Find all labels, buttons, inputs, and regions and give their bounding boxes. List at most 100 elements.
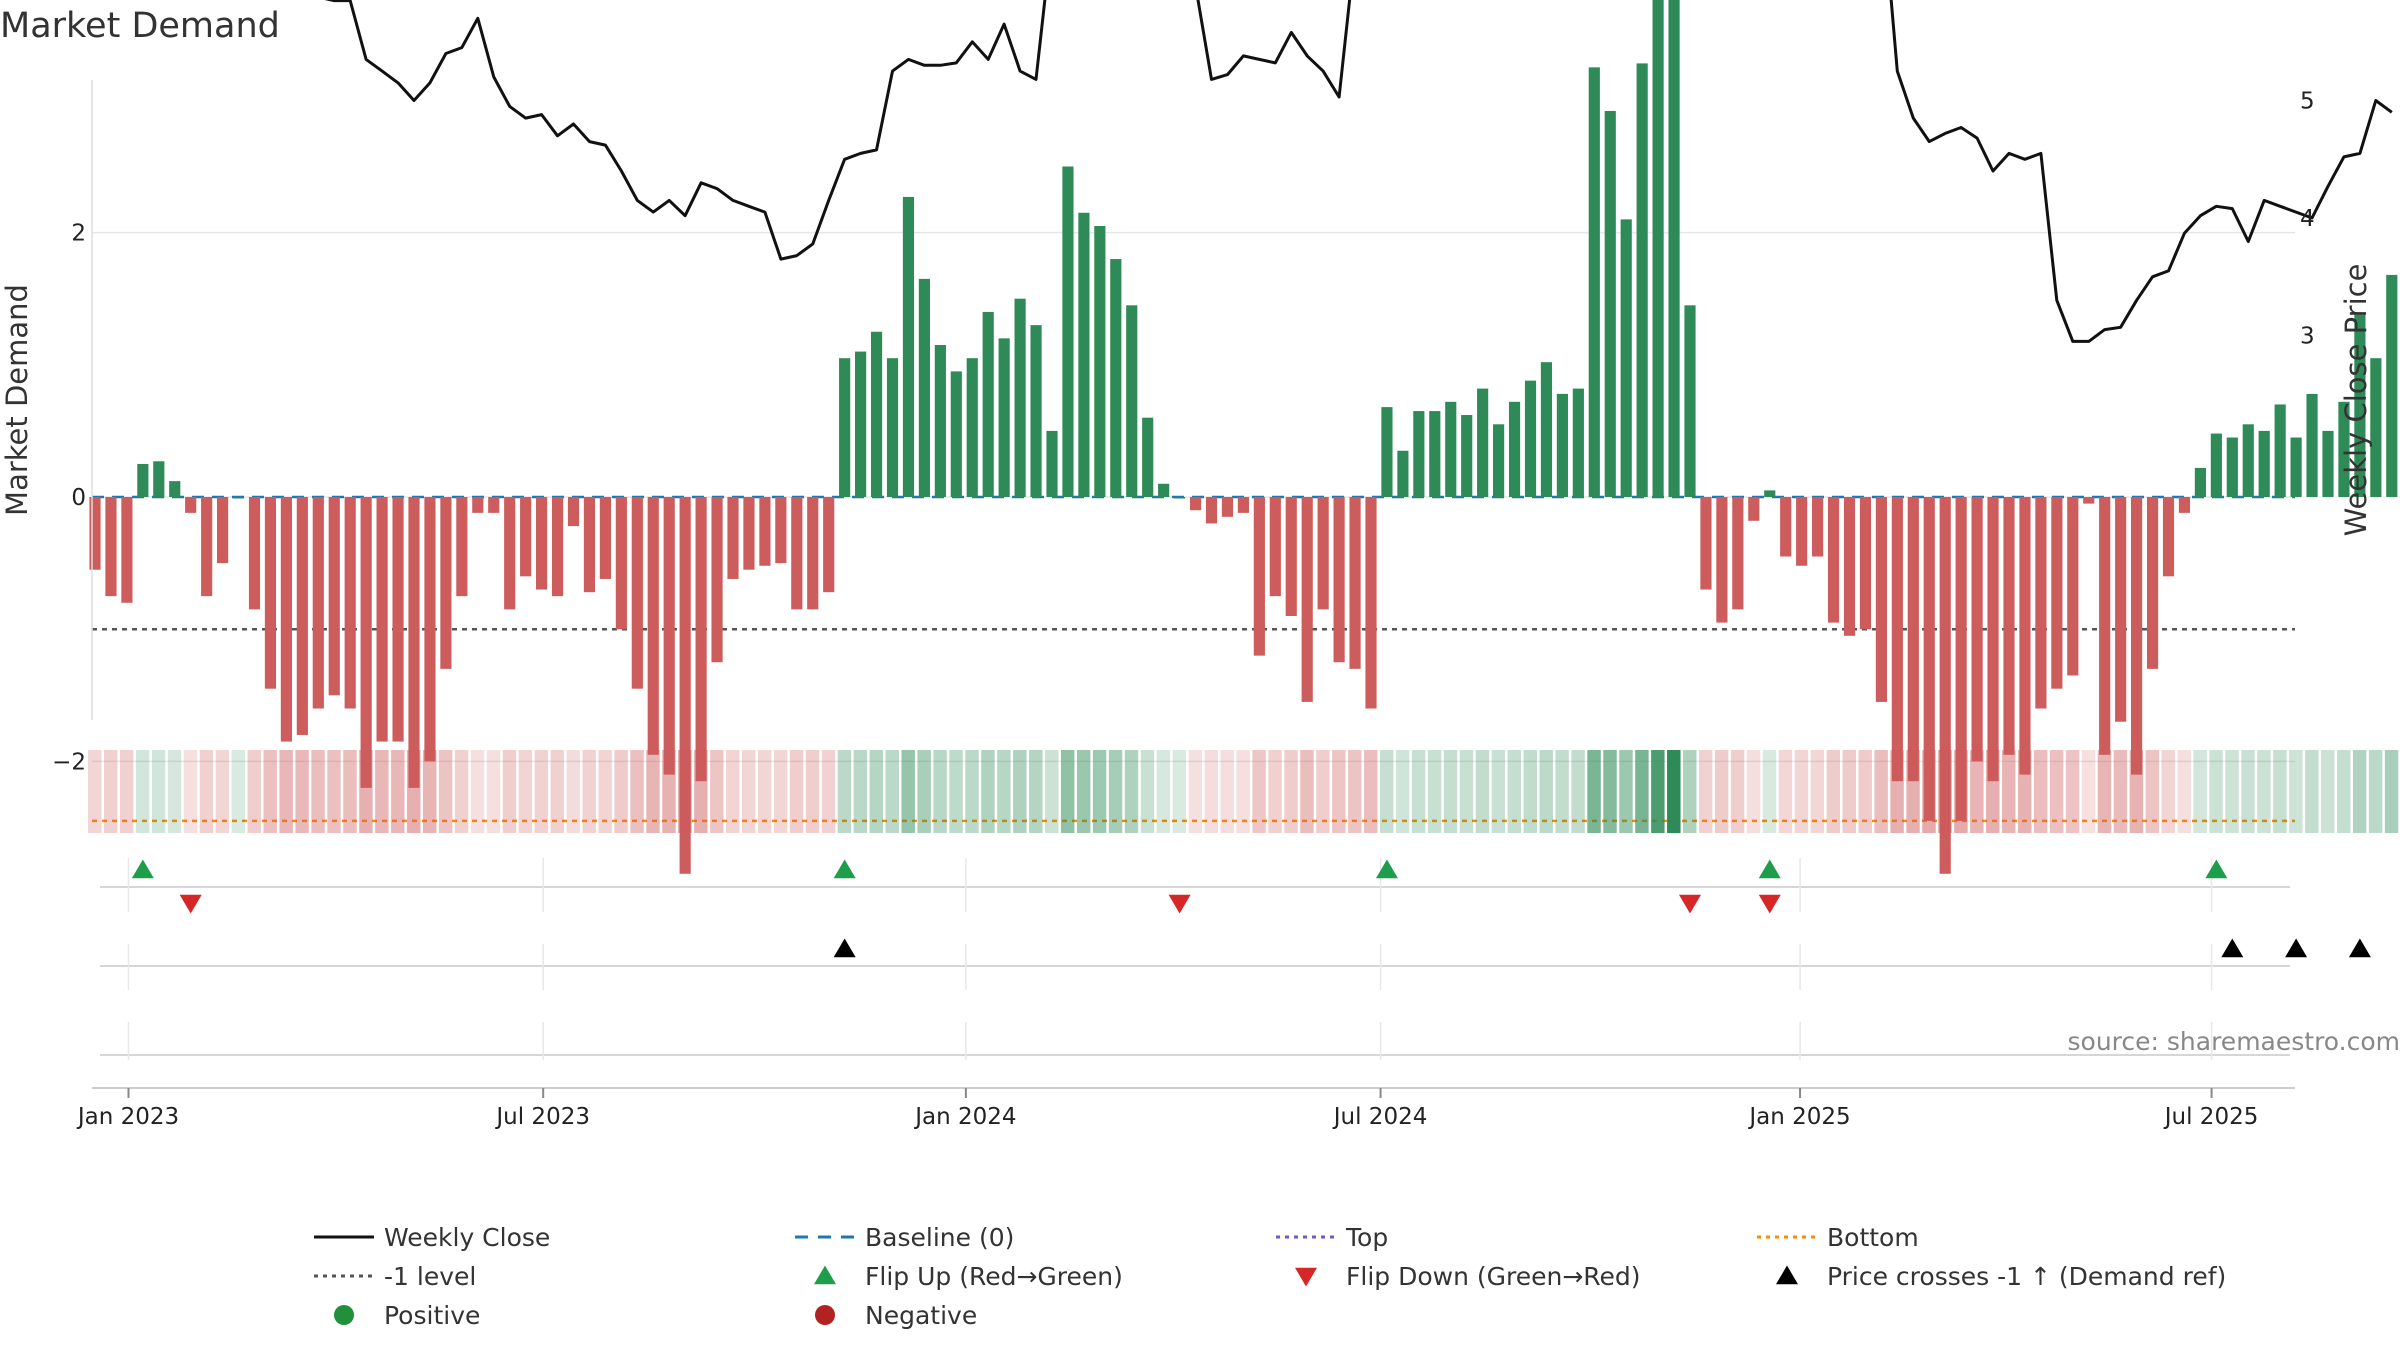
heat-cell: [1603, 750, 1617, 833]
flip-up-marker: [1758, 859, 1781, 879]
demand-bar-negative: [1349, 497, 1361, 669]
heat-cell: [215, 750, 230, 833]
demand-bar-positive: [1588, 67, 1600, 497]
heat-cell: [2384, 750, 2399, 833]
legend-item: Top: [1276, 1223, 1388, 1252]
heat-cell: [741, 750, 756, 833]
heat-cell: [486, 750, 501, 833]
heat-cell: [1092, 750, 1107, 833]
heat-cell: [1651, 750, 1665, 833]
demand-bar-negative: [472, 497, 484, 513]
heat-cell: [997, 750, 1011, 833]
heat-cell: [279, 750, 293, 833]
demand-bar-negative: [89, 497, 101, 570]
heat-cell: [1156, 750, 1171, 833]
demand-bar-negative: [201, 497, 213, 597]
heat-cell: [1587, 750, 1601, 833]
demand-bar-negative: [1812, 497, 1824, 557]
heat-cell: [678, 750, 692, 833]
demand-bar-negative: [567, 497, 580, 527]
demand-bar-negative: [2131, 497, 2143, 775]
demand-bar-positive: [1572, 388, 1584, 497]
heat-cell: [1188, 750, 1203, 833]
heat-cell: [582, 750, 596, 833]
heat-cell: [1762, 750, 1777, 833]
heat-cell: [454, 750, 469, 833]
price-cross-marker: [2348, 938, 2371, 958]
demand-bar-positive: [1668, 0, 1680, 497]
heat-cell: [1491, 750, 1506, 833]
demand-bar-negative: [1987, 497, 1999, 782]
demand-bar-positive: [1078, 212, 1090, 497]
heat-cell: [327, 750, 341, 833]
demand-bar-negative: [424, 497, 436, 762]
demand-bar-positive: [902, 196, 915, 497]
demand-bar-positive: [1046, 430, 1058, 497]
heat-cell: [1268, 750, 1282, 833]
heat-cell: [518, 750, 533, 833]
legend-swatch-circle: [334, 1305, 354, 1325]
heat-cell: [614, 750, 628, 833]
demand-bar-negative: [823, 497, 835, 593]
heat-cell: [1810, 750, 1825, 833]
legend-item: -1 level: [314, 1262, 476, 1291]
demand-bar-positive: [1429, 411, 1441, 497]
flip-up-marker: [833, 859, 856, 879]
demand-bar-positive: [1174, 497, 1186, 499]
heat-cell: [1411, 750, 1426, 833]
demand-bar-negative: [2083, 497, 2095, 504]
heat-cell: [726, 750, 740, 833]
demand-bar-positive: [2322, 430, 2334, 497]
demand-bar-negative: [520, 497, 532, 577]
left-tick-label: −2: [52, 749, 86, 775]
demand-bar-negative: [2019, 497, 2031, 775]
heat-cell: [1619, 750, 1633, 833]
heat-cell: [1778, 750, 1793, 833]
demand-bar-positive: [870, 331, 883, 497]
demand-bar-negative: [1796, 497, 1808, 566]
heat-cell: [2225, 750, 2239, 833]
demand-bar-positive: [2338, 401, 2350, 497]
heat-cell: [231, 750, 246, 833]
heat-cell: [1443, 750, 1458, 833]
heat-cell: [1954, 750, 1968, 833]
heat-cell: [2049, 750, 2064, 833]
heat-cell: [263, 750, 277, 833]
demand-bar-negative: [1907, 497, 1919, 782]
heat-cell: [1060, 750, 1075, 833]
heat-cell: [151, 750, 166, 833]
demand-bar-positive: [2306, 393, 2318, 497]
demand-bar-negative: [217, 497, 229, 564]
demand-bar-negative: [1189, 497, 1202, 511]
left-axis-title: Market Demand: [0, 284, 34, 516]
heat-cell: [598, 750, 612, 833]
legend-label: Top: [1345, 1223, 1388, 1252]
heat-cell: [1698, 750, 1713, 833]
heat-cell: [1986, 750, 2000, 833]
heat-cell: [2081, 750, 2096, 833]
demand-bar-negative: [1843, 497, 1856, 636]
heat-cell: [566, 750, 580, 833]
heat-cell: [2161, 750, 2175, 833]
heat-cell: [119, 750, 134, 833]
demand-bar-negative: [1923, 497, 1935, 821]
demand-bar-positive: [1556, 393, 1568, 497]
heat-cell: [1220, 750, 1234, 833]
demand-bar-positive: [232, 497, 245, 499]
demand-bar-negative: [615, 497, 627, 630]
heat-cell: [694, 750, 708, 833]
axes: 6420−2876543: [52, 80, 2315, 775]
demand-bar-negative: [695, 497, 707, 782]
heat-cell: [2177, 750, 2191, 833]
demand-bar-negative: [105, 497, 117, 597]
flip-up-marker: [131, 859, 154, 879]
heat-cell: [2033, 750, 2048, 833]
heat-cell: [2257, 750, 2271, 833]
demand-bar-negative: [456, 497, 468, 597]
demand-bar-negative: [2178, 497, 2191, 513]
page-title: Market Demand: [0, 6, 280, 46]
demand-bar-negative: [2035, 497, 2047, 709]
x-tick-label: Jul 2023: [494, 1104, 590, 1130]
event-panels: [100, 858, 2371, 1060]
